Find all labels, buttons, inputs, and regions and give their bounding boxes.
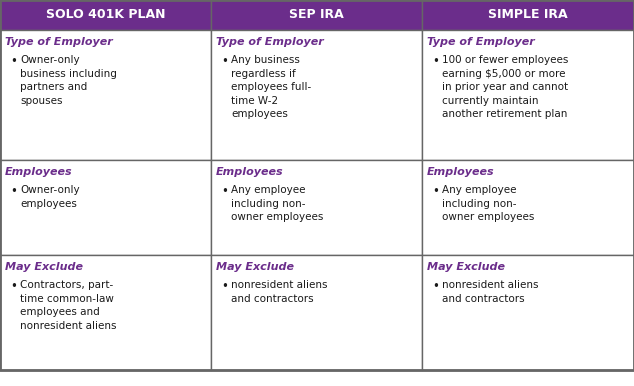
Text: •: •	[10, 280, 17, 293]
Text: •: •	[10, 185, 17, 198]
Text: Employees: Employees	[5, 167, 73, 177]
Text: •: •	[10, 55, 17, 68]
Text: Any employee
including non-
owner employees: Any employee including non- owner employ…	[231, 185, 323, 222]
Text: Any business
regardless if
employees full-
time W-2
employees: Any business regardless if employees ful…	[231, 55, 311, 119]
Text: Any employee
including non-
owner employees: Any employee including non- owner employ…	[443, 185, 534, 222]
Bar	[0, 255, 211, 370]
Bar	[422, 30, 634, 160]
Bar	[0, 30, 211, 160]
Text: nonresident aliens
and contractors: nonresident aliens and contractors	[231, 280, 328, 304]
Text: Contractors, part-
time common-law
employees and
nonresident aliens: Contractors, part- time common-law emplo…	[20, 280, 117, 331]
Text: SIMPLE IRA: SIMPLE IRA	[488, 8, 568, 22]
Text: Type of Employer: Type of Employer	[216, 37, 324, 47]
Text: May Exclude: May Exclude	[216, 262, 294, 272]
Text: May Exclude: May Exclude	[427, 262, 505, 272]
Text: SOLO 401K PLAN: SOLO 401K PLAN	[46, 8, 165, 22]
Text: SEP IRA: SEP IRA	[289, 8, 344, 22]
Bar	[211, 0, 422, 30]
Bar	[211, 255, 422, 370]
Text: •: •	[221, 185, 228, 198]
Text: Employees: Employees	[427, 167, 495, 177]
Bar	[211, 160, 422, 255]
Text: •: •	[221, 280, 228, 293]
Text: •: •	[221, 55, 228, 68]
Bar	[211, 30, 422, 160]
Text: nonresident aliens
and contractors: nonresident aliens and contractors	[443, 280, 539, 304]
Bar	[422, 0, 634, 30]
Text: 100 or fewer employees
earning $5,000 or more
in prior year and cannot
currently: 100 or fewer employees earning $5,000 or…	[443, 55, 569, 119]
Text: •: •	[432, 55, 439, 68]
Text: Type of Employer: Type of Employer	[5, 37, 113, 47]
Text: Type of Employer: Type of Employer	[427, 37, 535, 47]
Text: Owner-only
business including
partners and
spouses: Owner-only business including partners a…	[20, 55, 117, 106]
Bar	[0, 160, 211, 255]
Text: •: •	[432, 185, 439, 198]
Text: May Exclude: May Exclude	[5, 262, 83, 272]
Text: Employees: Employees	[216, 167, 284, 177]
Bar	[422, 255, 634, 370]
Text: Owner-only
employees: Owner-only employees	[20, 185, 80, 208]
Bar	[422, 160, 634, 255]
Text: •: •	[432, 280, 439, 293]
Bar	[0, 0, 211, 30]
